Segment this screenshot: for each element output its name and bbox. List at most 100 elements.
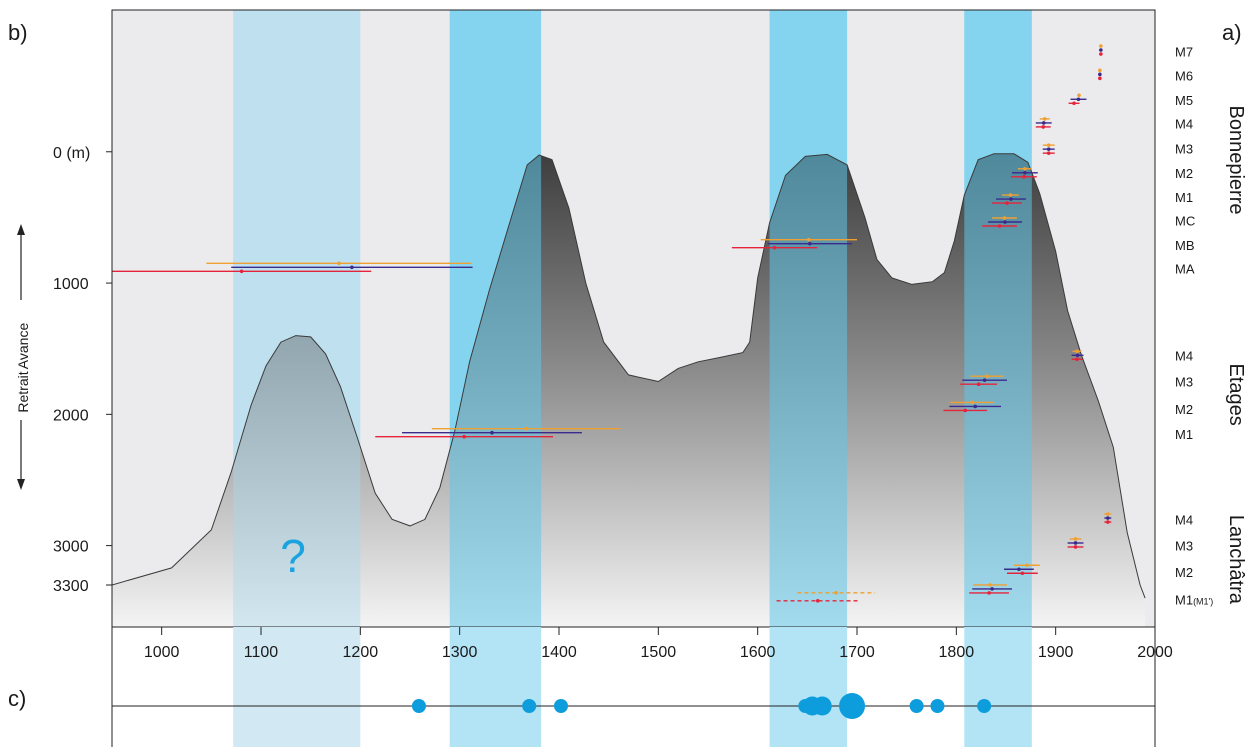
moraine-label: MC [1175,214,1195,229]
x-axis: 1000 1100 1200 1300 1400 1500 1600 1700 1800 1900… [144,627,1173,661]
timeline-event [909,699,924,713]
purple-date-point [1046,147,1051,151]
moraine-range-group [1068,93,1087,106]
red-date-point [1073,545,1078,549]
x-tick-label: 1400 [541,644,577,661]
orange-date-point [1077,93,1081,98]
red-date-point [772,245,777,250]
x-tick-label: 1100 [244,644,279,661]
moraine-label: MA [1175,262,1195,277]
purple-date-point [1075,353,1080,358]
timeline-event [522,699,537,713]
highlight-band-overlay [449,10,542,627]
purple-date-point [1099,48,1103,52]
orange-date-point [1023,166,1027,171]
x-tick-label: 1800 [939,644,975,661]
timeline-events [411,693,992,719]
y-tick-label: 2000 [53,407,89,424]
purple-date-point [1023,170,1027,175]
orange-date-point [1025,563,1029,568]
moraine-range-group [776,591,875,603]
red-date-point [976,382,981,387]
moraine-label: MB [1175,238,1195,253]
moraine-range-group [1067,537,1084,549]
moraine-label: M1 [1175,427,1193,442]
panel-label-b: b) [8,20,28,45]
orange-date-point [1008,193,1013,197]
question-mark: ? [280,530,306,582]
moraine-label: M2 [1175,565,1193,580]
y-tick-label: 1000 [53,276,89,293]
moraine-range-group [731,237,857,250]
orange-date-point [1002,216,1007,220]
timeline-band [769,627,848,747]
purple-date-point [990,587,994,591]
red-date-point [815,599,820,603]
advance-arrowhead [17,224,25,235]
timeline-event [553,699,568,713]
moraine-range-group [960,374,1007,387]
moraine-range-group [112,261,473,274]
timeline-event [812,696,832,716]
orange-date-point [524,426,529,431]
red-date-point [462,434,466,439]
orange-date-point [1099,44,1103,48]
orange-date-point [807,237,811,242]
red-date-point [1046,151,1051,155]
orange-date-point [1046,143,1051,147]
moraine-label: M7 [1175,44,1193,59]
moraine-label: M4 [1175,512,1193,527]
red-date-point [987,591,991,595]
y-axis-title: Avance Retrait [15,224,31,490]
timeline-bands [233,627,1032,747]
y-tick-label: 0 (m) [53,145,90,162]
orange-date-point [985,374,989,379]
moraine-range-group [1010,166,1038,179]
red-date-point [963,408,968,413]
x-tick-label: 1500 [641,644,677,661]
glacier-curve [112,153,1146,599]
red-date-point [239,269,244,274]
purple-date-point [490,430,494,435]
group-label: Etages [1225,363,1245,425]
orange-date-point [970,400,975,405]
moraine-label: M1 [1175,190,1193,205]
red-date-point [1020,571,1025,576]
timeline-event [411,699,426,713]
moraine-range-group [1098,68,1102,81]
orange-date-point [1098,68,1102,73]
moraine-range-group [1004,563,1040,576]
plot-frame [111,9,1156,628]
timeline-event [839,693,866,719]
y-tick-label: 3300 [53,578,89,595]
moraine-range-group [1104,512,1112,524]
purple-date-point [982,378,987,383]
red-date-point [1005,201,1009,205]
purple-date-point [1041,121,1046,125]
purple-date-point [1076,97,1081,102]
orange-date-point [1106,512,1110,516]
moraine-range-group [1042,143,1055,155]
moraine-range-group [1099,44,1103,56]
moraine-range-group [992,193,1026,205]
moraine-label: M3 [1175,375,1193,390]
timeline-band [233,627,361,747]
moraine-date-ranges [112,44,1112,603]
purple-date-point [1073,541,1078,545]
moraine-label: M6 [1175,69,1193,84]
group-label: Bonnepierre [1225,106,1245,215]
purple-date-point [1098,72,1102,77]
highlight-band-overlay [233,10,361,627]
x-tick-label: 2000 [1137,644,1173,661]
x-tick-label: 1300 [442,644,478,661]
moraine-label: M3 [1175,141,1193,156]
axis-label-avance: Avance [15,323,31,370]
moraine-label: M2 [1175,402,1193,417]
timeline-event [977,699,992,713]
red-date-point [1072,101,1076,106]
moraine-label: M4 [1175,117,1193,132]
orange-date-point [834,591,838,595]
purple-date-point [1009,197,1013,201]
